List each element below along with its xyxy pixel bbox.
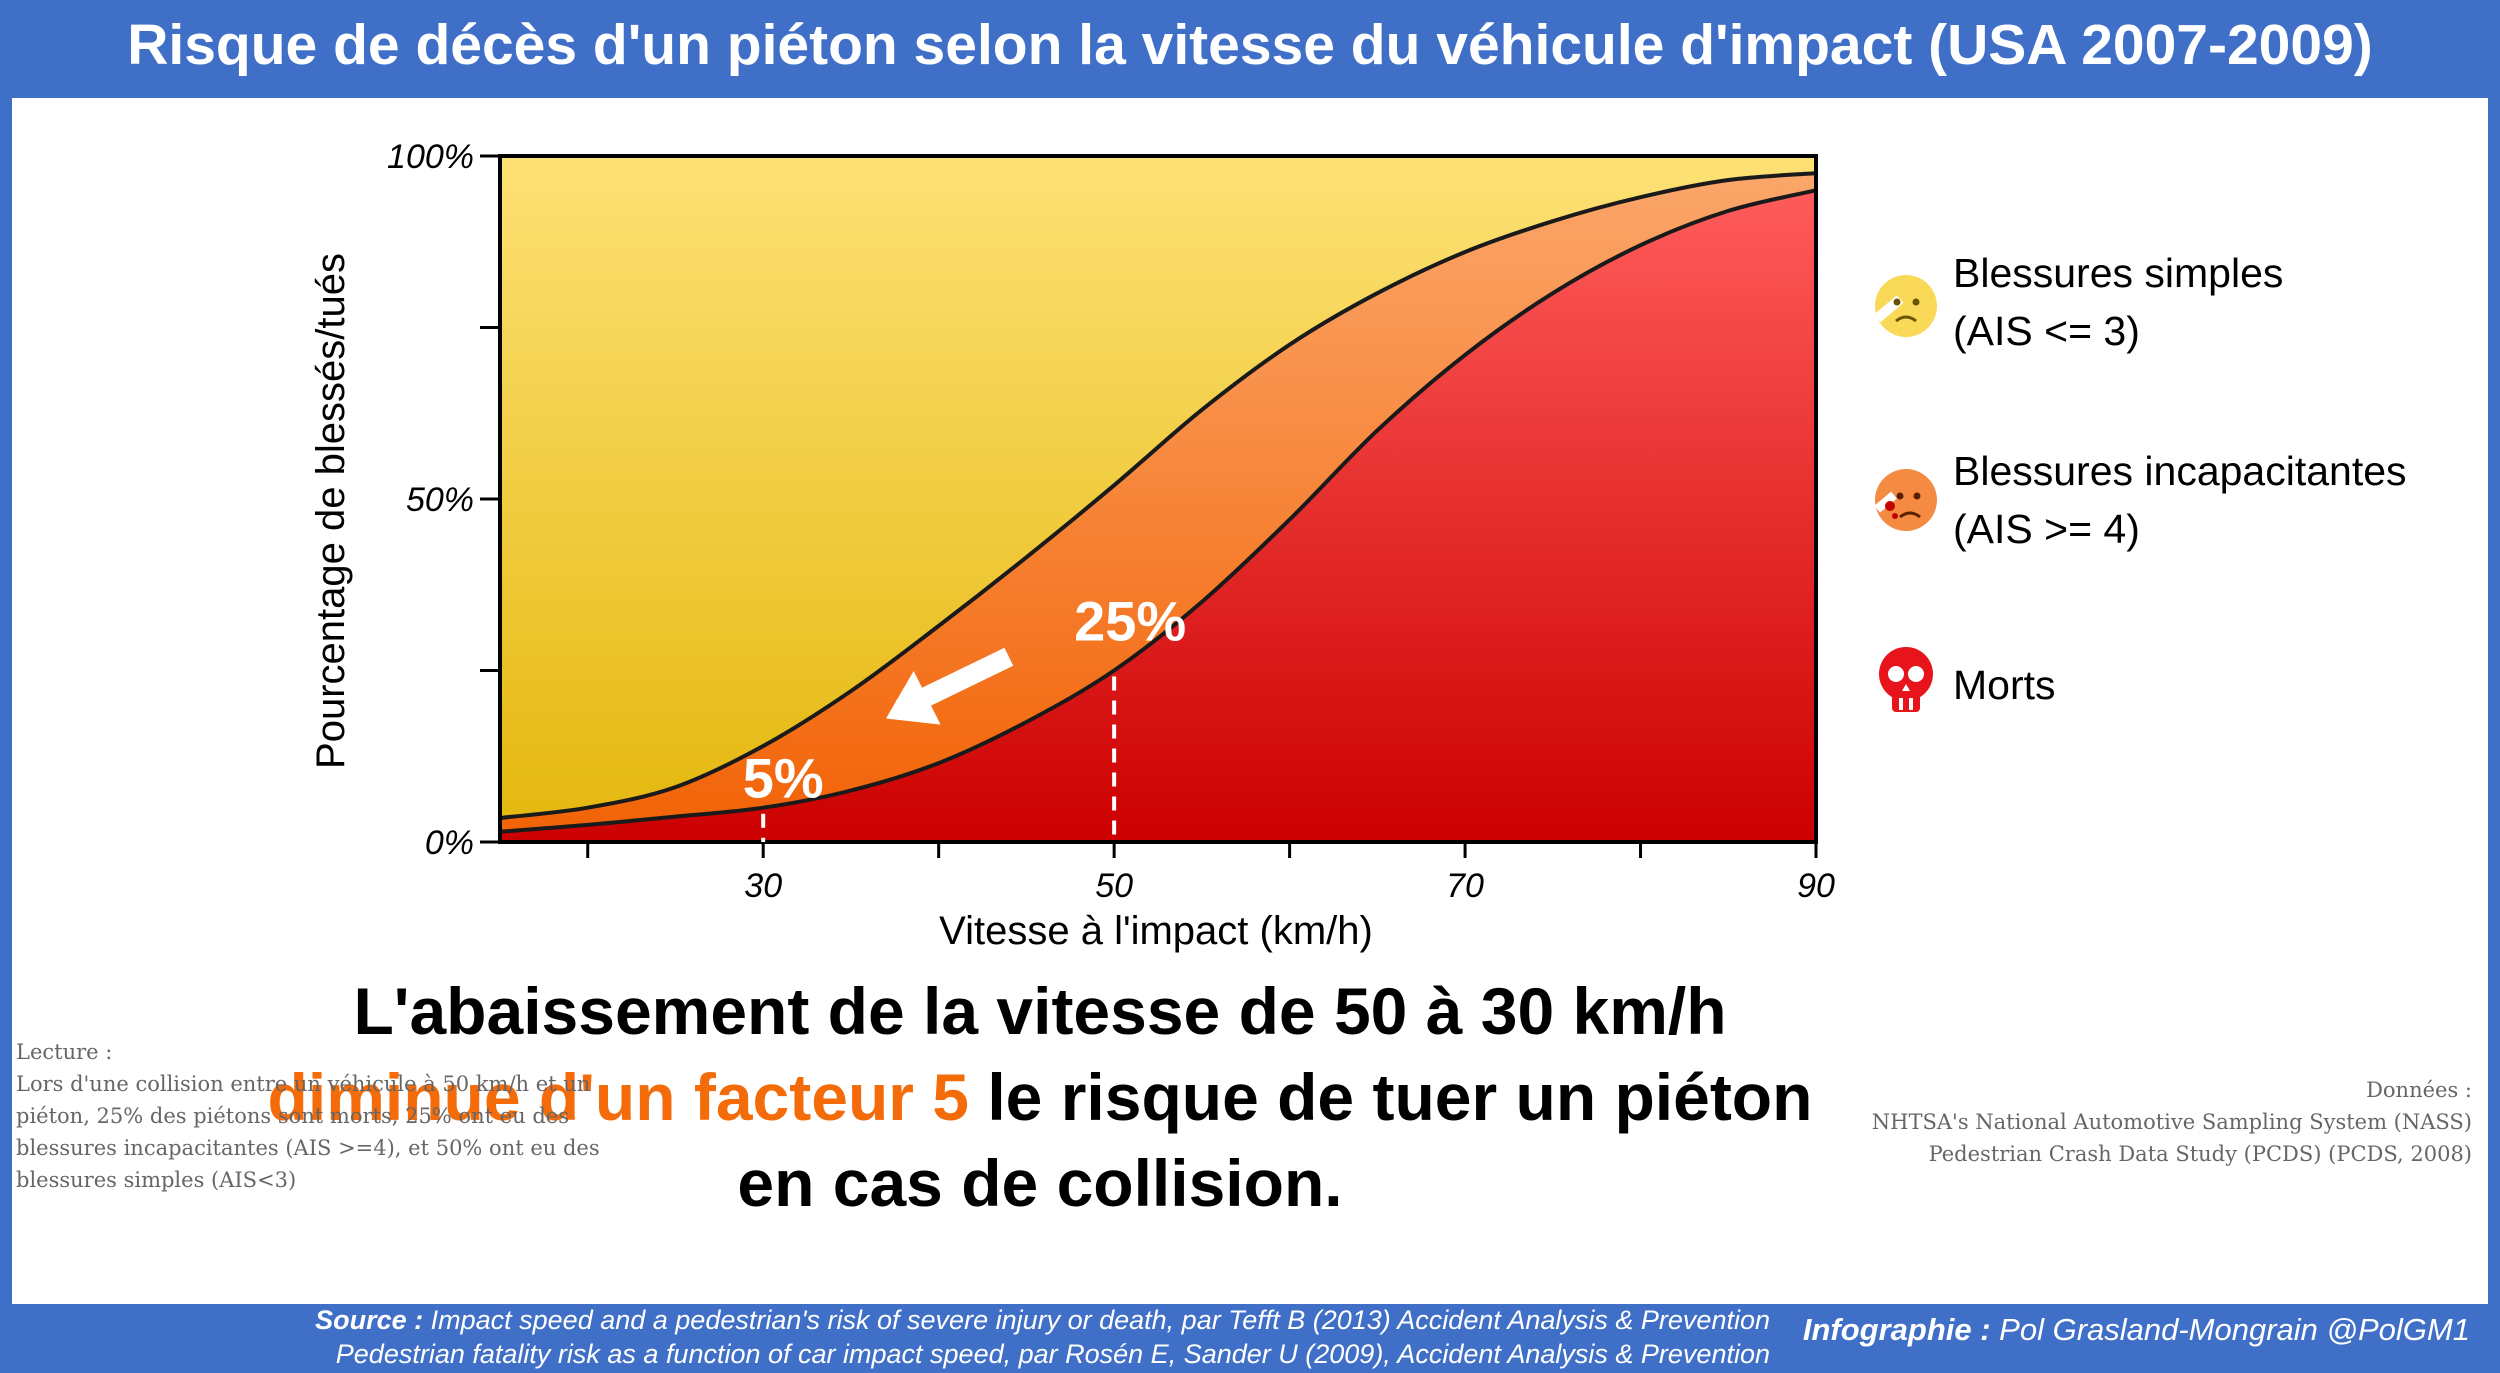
- area-deaths: [500, 190, 1816, 843]
- annotation-label-30: 5%: [743, 747, 824, 810]
- reading-note: Lecture : Lors d'une collision entre un …: [16, 1036, 656, 1196]
- page-title: Risque de décès d'un piéton selon la vit…: [127, 13, 2373, 77]
- x-tick-label: 30: [744, 867, 782, 905]
- source-label: Source :: [315, 1305, 424, 1335]
- x-tick-label: 90: [1797, 867, 1835, 905]
- legend-label-deaths: Morts: [1953, 662, 2056, 708]
- x-axis-title: Vitesse à l'impact (km/h): [939, 909, 1373, 953]
- curve-deaths: [499, 188, 1817, 834]
- skull-icon: [1879, 647, 1933, 712]
- injured-face-icon: [1874, 469, 1937, 531]
- data-source-line-1: NHTSA's National Automotive Sampling Sys…: [1871, 1110, 2472, 1134]
- data-source-line-2: Pedestrian Crash Data Study (PCDS) (PCDS…: [1928, 1142, 2472, 1166]
- x-tick-label: 50: [1095, 867, 1133, 905]
- annotation-label-50: 25%: [1074, 590, 1186, 653]
- y-tick-label: 0%: [425, 824, 474, 862]
- reading-note-text: Lors d'une collision entre un véhicule à…: [16, 1072, 600, 1192]
- data-source-note: Données : NHTSA's National Automotive Sa…: [1772, 1074, 2472, 1170]
- headline-rest: le risque de tuer un piéton: [969, 1060, 1813, 1134]
- footer-credit: Infographie : Pol Grasland-Mongrain @Pol…: [1802, 1312, 2470, 1347]
- footer-sources: Source : Impact speed and a pedestrian's…: [250, 1303, 1770, 1371]
- legend-label-simple: Blessures simples (AIS <= 3): [1953, 250, 2284, 354]
- credit-label: Infographie :: [1802, 1312, 1991, 1347]
- headline-highlight: diminue d'un facteur 5: [267, 1060, 969, 1134]
- y-axis-title: Pourcentage de blessés/tués: [309, 253, 353, 769]
- reading-note-label: Lecture :: [16, 1040, 113, 1064]
- footer-source-2: Pedestrian fatality risk as a function o…: [335, 1339, 1770, 1369]
- legend-label-incapacitating: Blessures incapacitantes (AIS >= 4): [1953, 448, 2407, 552]
- y-tick-label: 100%: [387, 138, 474, 176]
- footer-source-1: Source : Impact speed and a pedestrian's…: [315, 1305, 1770, 1335]
- x-tick-label: 70: [1446, 867, 1484, 905]
- bandaged-face-icon: [1874, 275, 1937, 337]
- headline-line-2: diminue d'un facteur 5 le risque de tuer…: [200, 1052, 1880, 1142]
- curve-incapacitating: [499, 171, 1817, 820]
- headline-line-1: L'abaissement de la vitesse de 50 à 30 k…: [353, 974, 1727, 1048]
- data-source-label: Données :: [2366, 1078, 2472, 1102]
- y-tick-label: 50%: [406, 481, 474, 519]
- headline-line-3: en cas de collision.: [737, 1146, 1343, 1220]
- arrow-head-icon: [886, 671, 941, 725]
